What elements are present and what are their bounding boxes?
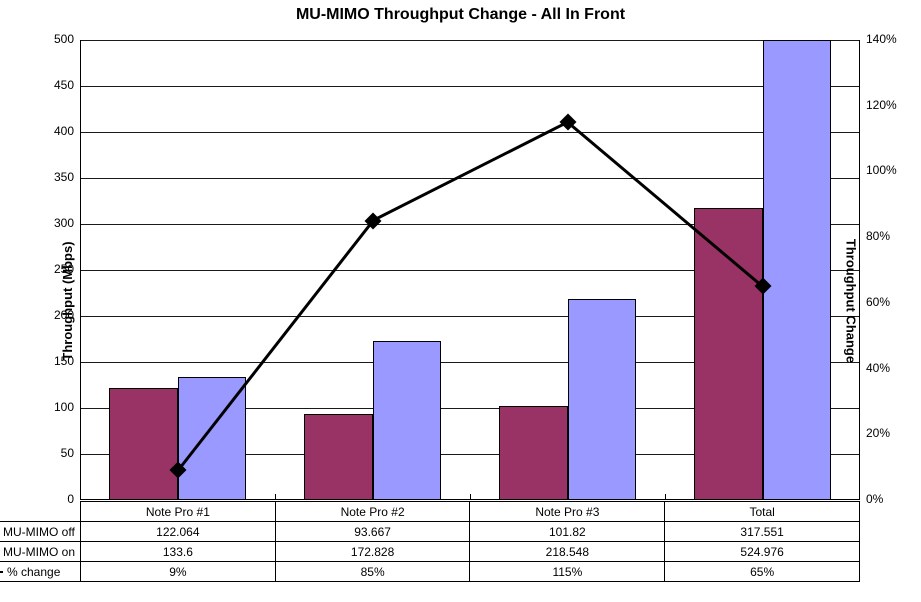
grid-line xyxy=(80,132,860,133)
legend-label-pct: % change xyxy=(7,565,60,579)
table-cell: 317.551 xyxy=(665,522,860,542)
grid-line xyxy=(80,178,860,179)
legend-mu-mimo-on: MU-MIMO on xyxy=(0,542,80,562)
swatch-line-icon xyxy=(0,567,3,577)
table-row: MU-MIMO on 133.6172.828218.548524.976 xyxy=(0,542,860,562)
table-header-cell: Note Pro #1 xyxy=(80,502,275,522)
bar-on xyxy=(568,299,636,500)
table-cell: 65% xyxy=(665,562,860,582)
pct-line-segment xyxy=(372,121,568,222)
y-right-tick: 20% xyxy=(866,426,890,440)
y-left-tick: 450 xyxy=(40,78,74,92)
y-right-tick: 80% xyxy=(866,229,890,243)
y-right-tick: 40% xyxy=(866,361,890,375)
y-left-tick: 250 xyxy=(40,262,74,276)
data-table: Note Pro #1Note Pro #2Note Pro #3Total M… xyxy=(0,501,860,582)
category-separator xyxy=(665,494,666,500)
table-row: MU-MIMO off 122.06493.667101.82317.551 xyxy=(0,522,860,542)
plot-area xyxy=(80,40,860,500)
y-left-tick: 200 xyxy=(40,308,74,322)
table-corner-cell xyxy=(0,502,80,522)
category-separator xyxy=(275,494,276,500)
legend-mu-mimo-off: MU-MIMO off xyxy=(0,522,80,542)
table-cell: 85% xyxy=(275,562,470,582)
table-cell: 101.82 xyxy=(470,522,665,542)
table-cell: 524.976 xyxy=(665,542,860,562)
bar-on xyxy=(763,40,831,500)
table-cell: 218.548 xyxy=(470,542,665,562)
y-left-tick: 500 xyxy=(40,32,74,46)
y-left-tick: 400 xyxy=(40,124,74,138)
table-cell: 122.064 xyxy=(80,522,275,542)
y-left-tick: 350 xyxy=(40,170,74,184)
bar-off xyxy=(499,406,567,500)
table-row: % change 9%85%115%65% xyxy=(0,562,860,582)
y-right-tick: 60% xyxy=(866,295,890,309)
y-right-tick: 100% xyxy=(866,163,897,177)
y-axis-left-label: Throughput (Mbps) xyxy=(60,241,75,360)
bar-off xyxy=(694,208,762,500)
pct-line-segment xyxy=(567,121,764,288)
y-left-tick: 150 xyxy=(40,354,74,368)
grid-line xyxy=(80,86,860,87)
table-header-cell: Note Pro #2 xyxy=(275,502,470,522)
y-left-tick: 100 xyxy=(40,400,74,414)
table-cell: 115% xyxy=(470,562,665,582)
y-left-tick: 50 xyxy=(40,446,74,460)
y-left-tick: 300 xyxy=(40,216,74,230)
legend-label-off: MU-MIMO off xyxy=(3,525,75,539)
y-right-tick: 120% xyxy=(866,98,897,112)
table-cell: 133.6 xyxy=(80,542,275,562)
table-cell: 172.828 xyxy=(275,542,470,562)
table-header-row: Note Pro #1Note Pro #2Note Pro #3Total xyxy=(0,502,860,522)
table-cell: 93.667 xyxy=(275,522,470,542)
chart-container: MU-MIMO Throughput Change - All In Front… xyxy=(0,0,921,602)
table-header-cell: Total xyxy=(665,502,860,522)
bar-off xyxy=(109,388,177,500)
grid-line xyxy=(80,40,860,41)
chart-title: MU-MIMO Throughput Change - All In Front xyxy=(0,6,921,24)
category-separator xyxy=(470,494,471,500)
y-right-tick: 140% xyxy=(866,32,897,46)
y-right-tick: 0% xyxy=(866,492,883,506)
bar-on xyxy=(373,341,441,500)
table-header-cell: Note Pro #3 xyxy=(470,502,665,522)
table-cell: 9% xyxy=(80,562,275,582)
legend-label-on: MU-MIMO on xyxy=(3,545,75,559)
legend-pct-change: % change xyxy=(0,562,80,582)
bar-off xyxy=(304,414,372,500)
